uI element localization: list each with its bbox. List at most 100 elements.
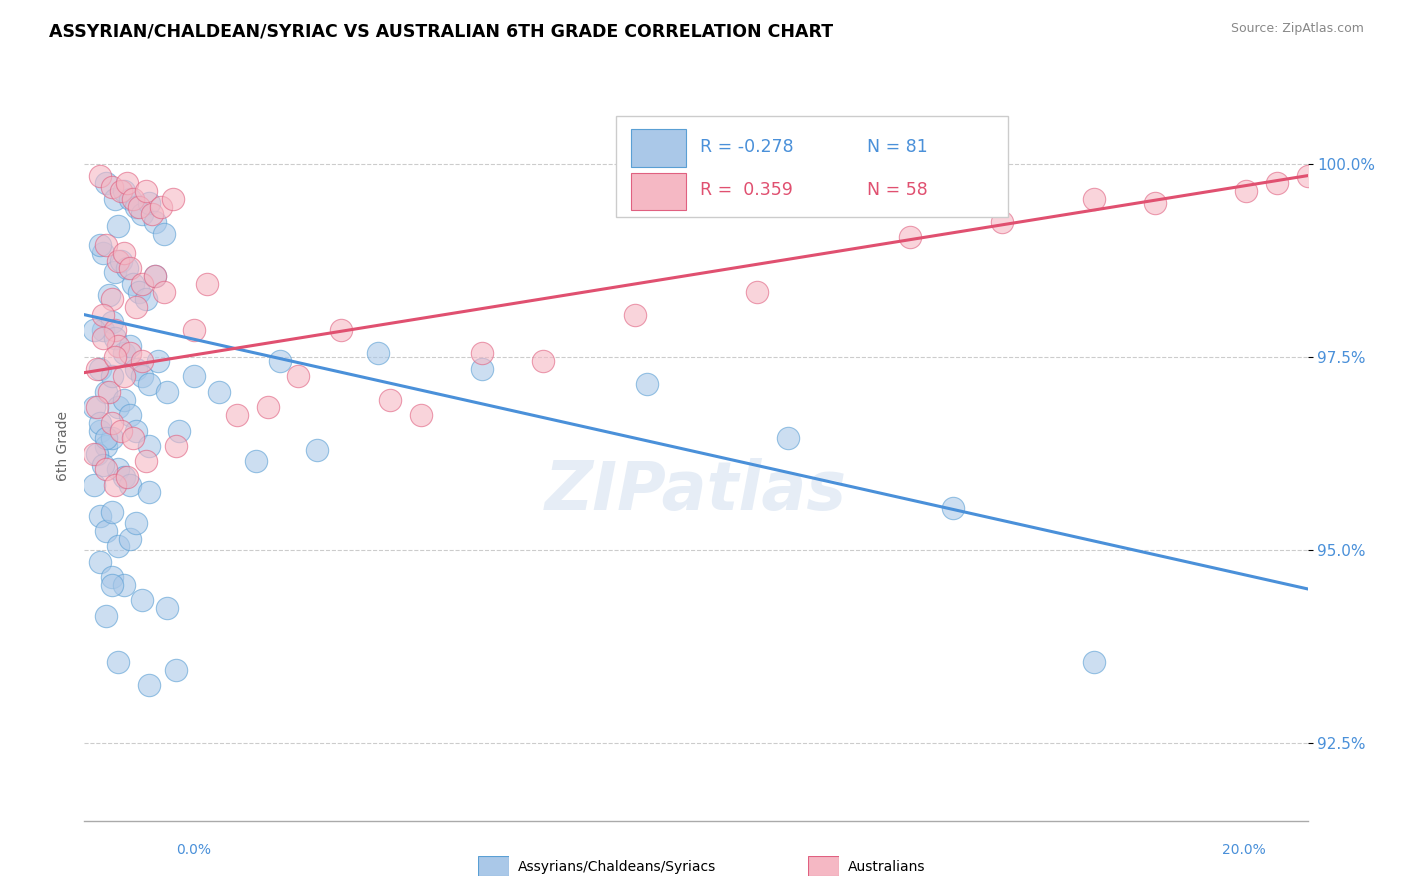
Point xyxy=(165,663,187,677)
Point xyxy=(1296,169,1319,183)
Point xyxy=(83,447,105,461)
Point xyxy=(305,442,328,457)
Point xyxy=(89,238,111,252)
Point xyxy=(143,215,166,229)
Point xyxy=(409,408,432,422)
Text: Australians: Australians xyxy=(848,860,925,874)
Point xyxy=(89,555,111,569)
Point xyxy=(115,470,138,484)
Point xyxy=(125,361,148,376)
Point xyxy=(83,477,105,491)
Point xyxy=(94,431,117,445)
Point xyxy=(101,431,124,445)
Point xyxy=(97,288,120,302)
Point xyxy=(91,323,114,337)
Point xyxy=(89,416,111,430)
Point xyxy=(942,500,965,515)
Point xyxy=(131,277,153,291)
Point xyxy=(94,238,117,252)
Point xyxy=(97,384,120,399)
Point xyxy=(143,268,166,283)
Text: N = 58: N = 58 xyxy=(868,181,928,200)
Point xyxy=(110,424,132,438)
Point xyxy=(94,439,117,453)
FancyBboxPatch shape xyxy=(631,172,686,210)
Point xyxy=(104,265,127,279)
Point xyxy=(120,532,142,546)
Point xyxy=(83,401,105,415)
Point xyxy=(471,361,494,376)
Point xyxy=(1083,655,1105,669)
Point xyxy=(138,377,160,392)
Point xyxy=(257,401,280,415)
Point xyxy=(1143,195,1166,210)
Point xyxy=(101,315,124,329)
Point xyxy=(101,369,124,384)
Point xyxy=(91,331,114,345)
Point xyxy=(104,323,127,337)
Point xyxy=(112,184,135,198)
Point xyxy=(624,308,647,322)
Point xyxy=(120,338,142,352)
Point xyxy=(138,439,160,453)
FancyBboxPatch shape xyxy=(631,129,686,167)
Point xyxy=(91,308,114,322)
Point xyxy=(89,424,111,438)
Text: N = 81: N = 81 xyxy=(868,138,928,156)
Point xyxy=(208,384,231,399)
Point xyxy=(747,285,769,299)
Point xyxy=(1265,177,1288,191)
Point xyxy=(120,192,142,206)
Point xyxy=(135,184,157,198)
Point xyxy=(83,323,105,337)
Point xyxy=(101,578,124,592)
FancyBboxPatch shape xyxy=(616,116,1008,218)
Point xyxy=(138,485,160,500)
Point xyxy=(149,200,172,214)
Point xyxy=(135,292,157,306)
Point xyxy=(101,180,124,194)
Point xyxy=(107,253,129,268)
Point xyxy=(776,431,799,445)
Point xyxy=(115,261,138,276)
Point xyxy=(122,192,145,206)
Point xyxy=(112,369,135,384)
Point xyxy=(91,458,114,473)
Point xyxy=(367,346,389,360)
Y-axis label: 6th Grade: 6th Grade xyxy=(56,411,70,481)
Point xyxy=(1083,192,1105,206)
Point xyxy=(131,369,153,384)
Point xyxy=(86,447,108,461)
Point xyxy=(165,439,187,453)
Point xyxy=(101,570,124,584)
Point xyxy=(898,230,921,244)
Point xyxy=(138,195,160,210)
Point xyxy=(89,361,111,376)
Point xyxy=(131,593,153,607)
Point xyxy=(146,354,169,368)
Point xyxy=(112,578,135,592)
Point xyxy=(991,215,1014,229)
Point xyxy=(287,369,309,384)
Text: ASSYRIAN/CHALDEAN/SYRIAC VS AUSTRALIAN 6TH GRADE CORRELATION CHART: ASSYRIAN/CHALDEAN/SYRIAC VS AUSTRALIAN 6… xyxy=(49,22,834,40)
Point xyxy=(107,401,129,415)
Point xyxy=(167,424,190,438)
Point xyxy=(107,540,129,554)
Point xyxy=(101,292,124,306)
Point xyxy=(531,354,554,368)
Text: ZIPatlas: ZIPatlas xyxy=(546,458,846,524)
Point xyxy=(183,369,205,384)
Point xyxy=(115,177,138,191)
Point xyxy=(89,169,111,183)
Point xyxy=(125,424,148,438)
Point xyxy=(110,184,132,198)
Text: 20.0%: 20.0% xyxy=(1222,843,1265,857)
Point xyxy=(143,268,166,283)
Point xyxy=(107,219,129,233)
Point xyxy=(156,384,179,399)
Point xyxy=(125,200,148,214)
Point xyxy=(138,678,160,692)
Point xyxy=(135,454,157,468)
Point xyxy=(120,408,142,422)
Point xyxy=(120,346,142,360)
